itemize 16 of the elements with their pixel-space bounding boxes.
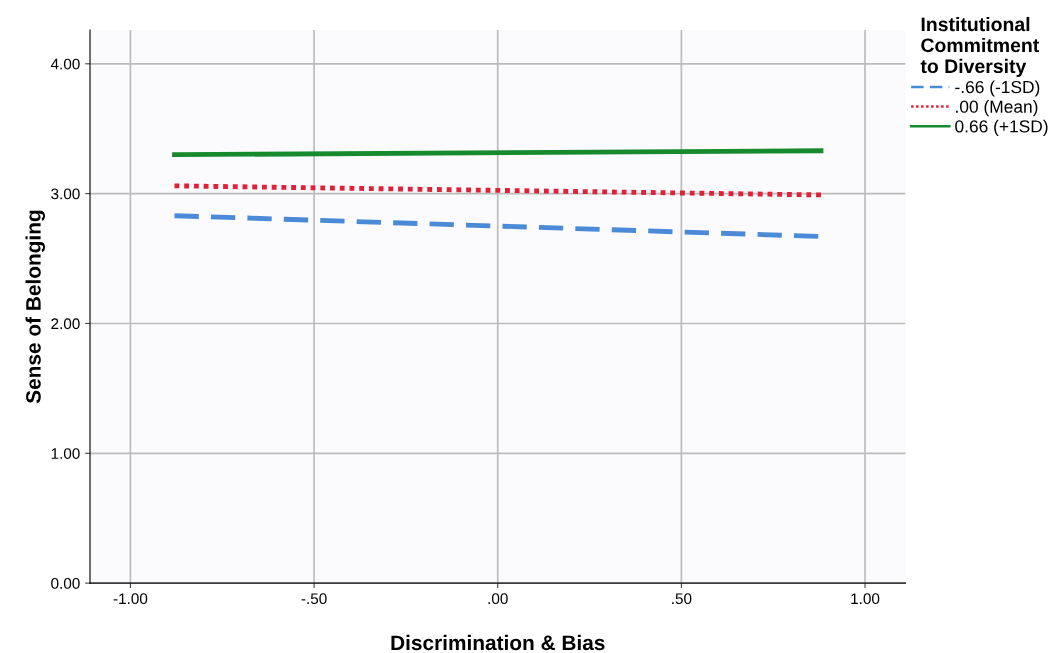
y-tick-label: 3.00: [51, 188, 80, 200]
legend-label: -.66 (-1SD): [955, 80, 1040, 97]
x-tick-label: .00: [488, 593, 508, 605]
y-tick-label: 2.00: [51, 318, 80, 330]
y-tick-label: 1.00: [51, 448, 80, 459]
x-tick-label: 1.00: [851, 593, 880, 605]
x-tick-label: .50: [672, 593, 692, 605]
y-tick-label: 0.00: [51, 578, 80, 589]
y-tick-label: 4.00: [50, 58, 80, 70]
x-axis-title: Discrimination & Bias: [391, 634, 605, 651]
y-axis-title: Sense of Belonging: [25, 210, 46, 404]
x-tick-label: -.50: [301, 593, 327, 605]
legend-label: .00 (Mean): [956, 100, 1038, 117]
x-tick-label: -1.00: [113, 593, 148, 605]
legend-title: Institutional Commitment to Diversity: [920, 16, 1040, 77]
legend-label: 0.66 (+1SD): [955, 119, 1048, 136]
